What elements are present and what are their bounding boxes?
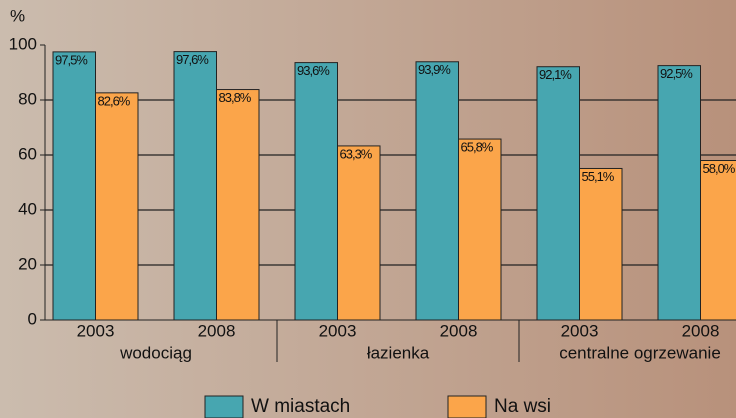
bar xyxy=(458,138,502,321)
y-tick-label: 100 xyxy=(9,34,37,53)
value-label: 92,1% xyxy=(539,67,572,82)
bar xyxy=(95,92,139,321)
bar xyxy=(536,66,580,321)
value-label: 82,6% xyxy=(98,93,131,108)
value-label: 97,5% xyxy=(55,52,88,67)
group-label: wodociąg xyxy=(119,343,192,362)
bar xyxy=(173,51,217,321)
value-label: 65,8% xyxy=(461,139,494,154)
legend-swatch xyxy=(204,395,244,418)
value-label: 83,8% xyxy=(219,90,252,105)
bar xyxy=(657,65,701,321)
y-tick-label: 0 xyxy=(28,309,37,328)
bar xyxy=(700,160,736,321)
value-label: 58,0% xyxy=(703,161,736,176)
x-tick-label: 2008 xyxy=(682,321,720,340)
bar xyxy=(415,61,459,321)
value-label: 63,3% xyxy=(340,146,373,161)
bar xyxy=(216,89,260,321)
legend-label: Na wsi xyxy=(494,396,551,417)
group-label: łazienka xyxy=(367,343,430,362)
x-tick-label: 2003 xyxy=(561,321,599,340)
bar xyxy=(337,145,381,321)
x-tick-label: 2003 xyxy=(77,321,115,340)
legend-swatch xyxy=(447,395,487,418)
x-tick-label: 2008 xyxy=(198,321,236,340)
value-label: 92,5% xyxy=(660,66,693,81)
y-tick-label: 80 xyxy=(18,89,37,108)
value-label: 55,1% xyxy=(582,169,615,184)
bar xyxy=(294,62,338,321)
group-label: centralne ogrzewanie xyxy=(559,343,721,362)
x-tick-label: 2008 xyxy=(440,321,478,340)
bar xyxy=(52,51,96,321)
value-label: 93,6% xyxy=(297,63,330,78)
value-label: 97,6% xyxy=(176,52,209,67)
x-tick-label: 2003 xyxy=(319,321,357,340)
legend-label: W miastach xyxy=(251,396,350,417)
y-axis-label: % xyxy=(10,6,25,25)
bar xyxy=(579,167,623,321)
y-tick-label: 60 xyxy=(18,144,37,163)
y-tick-label: 40 xyxy=(18,199,37,218)
value-label: 93,9% xyxy=(418,62,451,77)
y-tick-label: 20 xyxy=(18,254,37,273)
